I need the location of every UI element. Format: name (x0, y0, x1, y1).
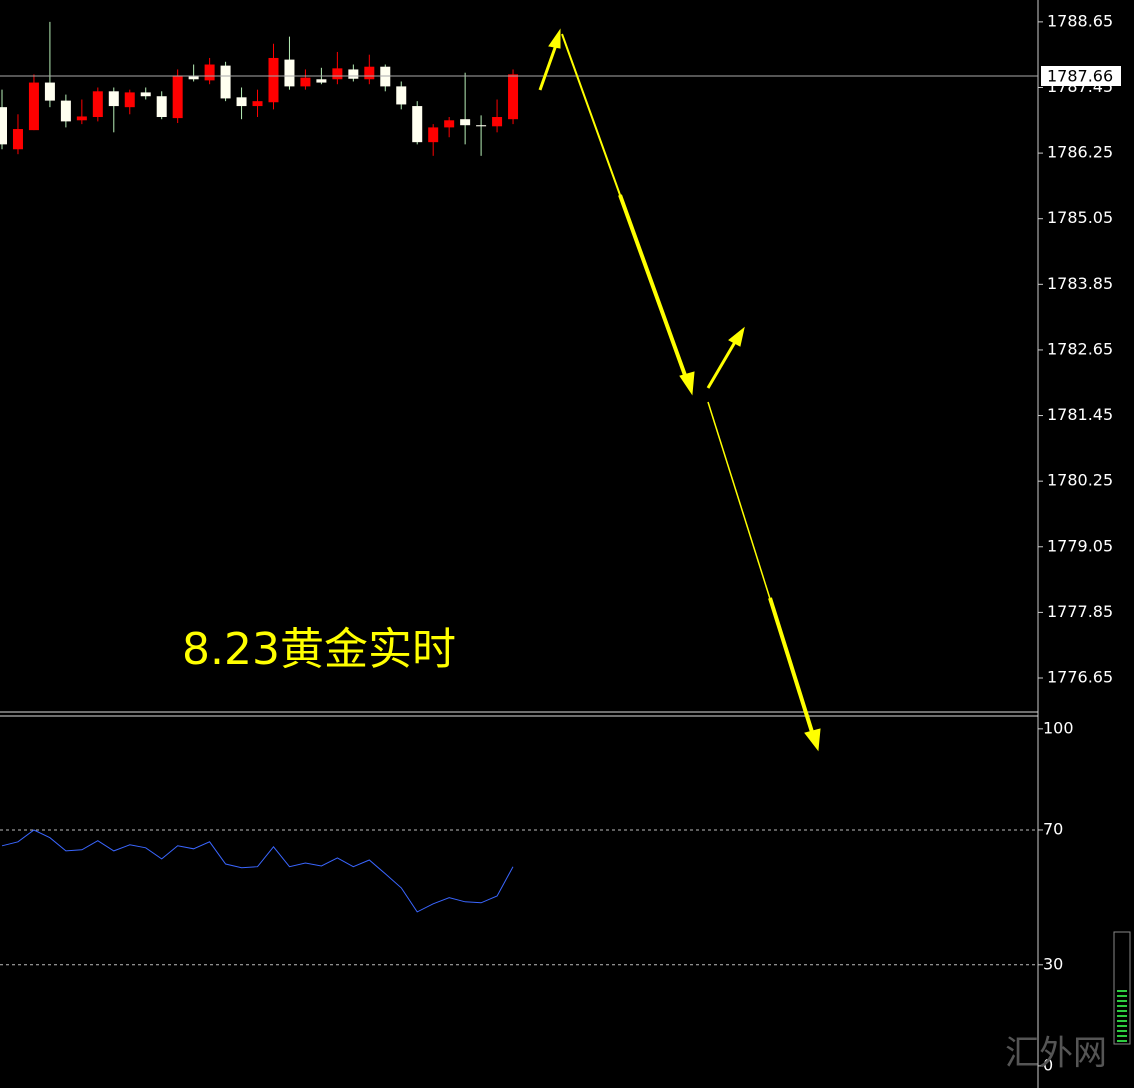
meter-bar (1117, 1040, 1127, 1042)
meter-bar (1117, 1020, 1127, 1022)
arrow-head (548, 28, 561, 49)
candle-body (284, 59, 295, 87)
candle-body (508, 74, 519, 120)
meter-bar (1117, 1025, 1127, 1027)
y-tick-label: 1785.05 (1047, 208, 1113, 227)
meter-bar (1117, 1000, 1127, 1002)
chart-title: 8.23黄金实时 (182, 624, 456, 675)
meter-bar (1117, 990, 1127, 992)
last-price-box (1041, 66, 1121, 87)
candle-body (252, 101, 263, 107)
y-tick-label: 0 (1043, 1055, 1053, 1074)
candle-body (444, 120, 455, 128)
candle-body (60, 100, 71, 122)
y-tick-label: 1779.05 (1047, 536, 1113, 555)
last-price-label: 1787.66 (1047, 67, 1113, 86)
candle-body (460, 119, 471, 126)
y-tick-label: 30 (1043, 954, 1063, 973)
rsi-line (1, 829, 514, 913)
arrow-head (679, 371, 695, 396)
candle-body (220, 65, 231, 99)
meter-bar (1117, 1015, 1127, 1017)
candle-body (92, 91, 103, 118)
meter-bar (1117, 995, 1127, 997)
candle-body (28, 82, 39, 131)
annotation-arrows (538, 28, 821, 752)
candle-body (44, 82, 55, 101)
meter-bar (1117, 1005, 1127, 1007)
y-tick-label: 1781.45 (1047, 405, 1113, 424)
candle-body (380, 66, 391, 87)
marks: 1788.651787.451786.251785.051783.851782.… (0, 11, 1121, 1074)
candle-body (268, 57, 279, 103)
candle-body (140, 92, 151, 97)
candle-body (124, 92, 135, 108)
y-tick-label: 1780.25 (1047, 471, 1113, 490)
arrow-head (728, 326, 745, 347)
candle-body (108, 91, 119, 107)
candle-body (316, 79, 327, 83)
candle-body (412, 106, 423, 143)
y-tick-label: 1777.85 (1047, 602, 1113, 621)
meter-bar (1117, 1035, 1127, 1037)
candle-body (332, 68, 343, 80)
arrow (768, 597, 814, 733)
candle-body (476, 125, 487, 127)
y-tick-label: 1783.85 (1047, 274, 1113, 293)
meter-bar (1117, 1010, 1127, 1012)
candle-body (396, 86, 407, 105)
candle-body (348, 69, 359, 79)
y-tick-label: 1776.65 (1047, 668, 1113, 687)
level-meter (1113, 931, 1131, 1045)
candle-body (300, 77, 311, 87)
y-tick-label: 1788.65 (1047, 11, 1113, 30)
candle-body (172, 75, 183, 119)
meter-bar (1117, 1030, 1127, 1032)
candle-body (0, 107, 7, 145)
candle-body (492, 117, 503, 127)
arrow (706, 341, 737, 389)
candle-body (236, 97, 247, 107)
candle-body (156, 96, 167, 118)
candle-body (188, 76, 199, 80)
y-tick-label: 70 (1043, 819, 1063, 838)
candle-body (76, 116, 87, 121)
candle-body (204, 64, 215, 81)
meter-frame (1113, 931, 1131, 1045)
arrow (618, 194, 688, 379)
watermark: 汇外网 (1005, 1034, 1107, 1074)
y-tick-label: 1786.25 (1047, 143, 1113, 162)
y-tick-label: 1782.65 (1047, 339, 1113, 358)
arrow-head (804, 728, 821, 752)
candle-body (428, 127, 439, 143)
candle-body (364, 66, 375, 80)
candle-body (12, 129, 23, 150)
y-tick-label: 100 (1043, 718, 1074, 737)
arrow (538, 44, 558, 91)
